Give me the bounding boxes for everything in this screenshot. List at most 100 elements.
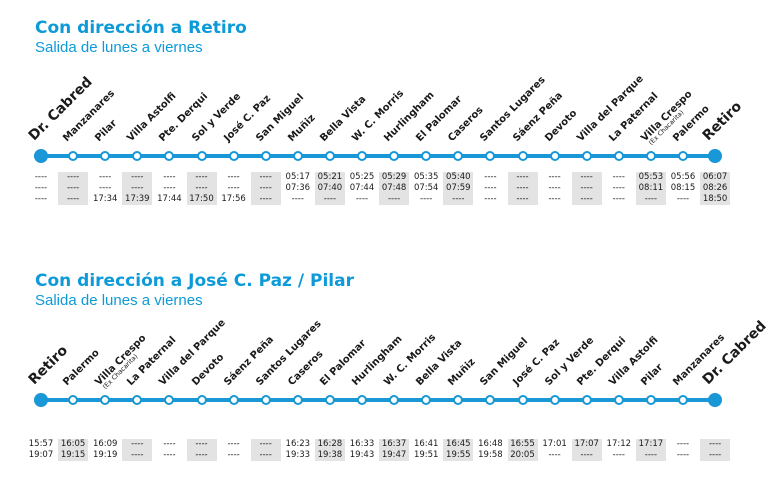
time-cell: 17:44 — [157, 194, 182, 204]
time-column: 05:35 07:54 ---- — [411, 172, 441, 205]
station-dot — [678, 395, 688, 405]
time-cell: 16:09 — [92, 439, 118, 449]
time-column: ---- ---- 17:39 — [122, 172, 153, 205]
time-cell: 19:51 — [413, 450, 439, 460]
time-cell: 07:40 — [317, 183, 343, 193]
station-label: Pilar — [93, 118, 119, 144]
time-cell: ---- — [131, 450, 144, 460]
station-label: Dr. Cabred — [25, 74, 96, 144]
time-cell: ---- — [484, 194, 497, 204]
time-column: 15:57 19:07 — [26, 439, 56, 461]
time-cell: 07:36 — [285, 183, 311, 193]
time-cell: ---- — [644, 194, 658, 204]
time-cell: 19:07 — [28, 450, 54, 460]
time-cell: 08:11 — [638, 183, 664, 193]
time-column: 17:17 ---- — [635, 439, 666, 461]
station-dot — [517, 395, 528, 405]
time-cell: ---- — [259, 183, 272, 193]
time-column: ---- ---- ---- — [250, 172, 281, 205]
time-column: 05:25 07:44 ---- — [347, 172, 377, 205]
time-column: ---- ---- 17:44 — [154, 172, 184, 205]
station-label: Muñiz — [447, 357, 478, 388]
station-dot — [164, 151, 175, 161]
time-cell: ---- — [34, 194, 48, 204]
time-cell: 05:25 — [349, 172, 375, 182]
time-cell: ---- — [259, 439, 272, 449]
station-dot — [68, 395, 79, 405]
time-column: ---- ---- — [250, 439, 281, 461]
time-cell: ---- — [708, 439, 722, 449]
time-column: ---- ---- ---- — [540, 172, 570, 205]
section-1-subtitle: Salida de lunes a viernes — [35, 39, 203, 56]
time-cell: ---- — [34, 172, 48, 182]
time-cell: 07:54 — [413, 183, 439, 193]
time-cell: ---- — [131, 172, 144, 182]
time-cell: ---- — [580, 183, 593, 193]
station-dot — [645, 151, 656, 161]
station-dot — [678, 151, 688, 161]
time-cell: 05:56 — [670, 172, 696, 182]
station-dot — [228, 395, 239, 405]
time-cell: ---- — [612, 183, 625, 193]
time-cell: 16:55 — [510, 439, 535, 449]
time-cell: 19:19 — [92, 450, 118, 460]
time-cell: ---- — [612, 194, 625, 204]
time-cell: ---- — [516, 172, 529, 182]
time-cell: ---- — [131, 183, 144, 193]
station-name: Dr. Cabred — [25, 74, 96, 144]
station-name: Pilar — [93, 117, 120, 144]
time-cell: ---- — [163, 172, 176, 182]
time-column: ---- ---- — [700, 439, 731, 461]
time-column: ---- ---- — [122, 439, 153, 461]
time-cell: 19:47 — [381, 450, 407, 460]
time-cell: 08:15 — [670, 183, 696, 193]
station-dot — [389, 395, 400, 405]
time-cell: 17:12 — [606, 439, 632, 449]
time-cell: ---- — [516, 183, 529, 193]
station-name: Pilar — [639, 361, 666, 388]
time-cell: ---- — [323, 194, 337, 204]
time-cell: ---- — [259, 172, 272, 182]
time-cell: 17:50 — [189, 194, 214, 204]
time-cell: 05:40 — [446, 172, 471, 182]
time-cell: 16:28 — [317, 439, 343, 449]
time-cell: 05:53 — [638, 172, 664, 182]
time-cell: ---- — [227, 439, 240, 449]
time-cell: 05:21 — [317, 172, 343, 182]
time-cell: 08:26 — [702, 183, 728, 193]
time-column: 05:56 08:15 ---- — [668, 172, 698, 205]
time-cell: ---- — [548, 172, 561, 182]
time-column: 05:17 07:36 ---- — [283, 172, 313, 205]
time-cell: ---- — [66, 194, 80, 204]
time-cell: ---- — [66, 172, 80, 182]
time-column: ---- ---- — [186, 439, 217, 461]
time-cell: ---- — [99, 172, 112, 182]
time-column: 05:40 07:59 ---- — [443, 172, 474, 205]
time-cell: ---- — [387, 194, 401, 204]
time-cell: 06:07 — [702, 172, 728, 182]
time-column: 17:01 ---- — [540, 439, 570, 461]
time-column: 16:37 19:47 — [379, 439, 410, 461]
time-cell: ---- — [227, 183, 240, 193]
time-cell: 19:33 — [285, 450, 311, 460]
station-dot — [260, 395, 271, 405]
time-cell: ---- — [99, 183, 112, 193]
station-dot — [517, 151, 528, 161]
time-cell: 19:55 — [446, 450, 471, 460]
time-cell: 19:58 — [478, 450, 503, 460]
station-dot — [196, 395, 207, 405]
time-cell: ---- — [708, 450, 722, 460]
time-cell: ---- — [195, 172, 208, 182]
station-dot — [421, 395, 432, 405]
time-cell: 17:56 — [221, 194, 246, 204]
time-cell: ---- — [355, 194, 369, 204]
time-cell: ---- — [195, 450, 208, 460]
time-cell: ---- — [227, 450, 240, 460]
time-column: 16:45 19:55 — [443, 439, 474, 461]
station-dot — [260, 151, 271, 161]
time-column: 16:33 19:43 — [347, 439, 377, 461]
station-dot — [581, 395, 592, 405]
time-column: ---- ---- 17:56 — [219, 172, 249, 205]
time-cell: 07:59 — [446, 183, 471, 193]
station-dot — [485, 151, 496, 161]
